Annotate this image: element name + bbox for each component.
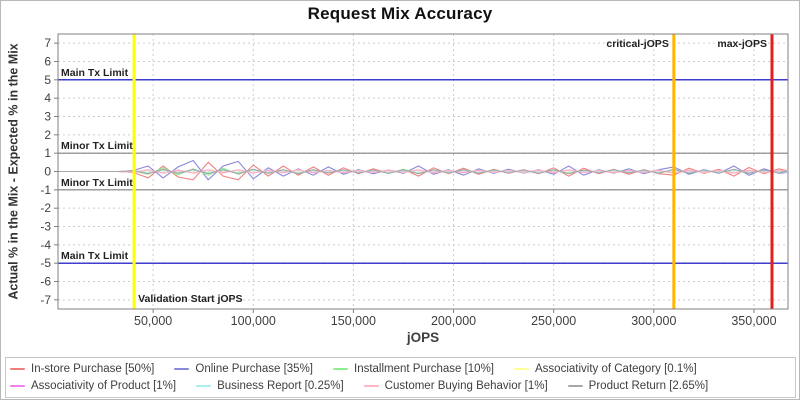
y-tick-label: 7: [44, 36, 51, 50]
series-line-8: [58, 168, 788, 175]
data-series: [58, 159, 788, 181]
legend-item-label: Online Purchase [35%]: [195, 362, 313, 375]
legend-swatch: [567, 385, 583, 388]
event-label: Validation Start jOPS: [138, 293, 242, 305]
threshold-lines: [58, 79, 788, 264]
legend-item-label: Associativity of Product [1%]: [31, 380, 177, 393]
legend-item: Associativity of Category [0.1%]: [514, 363, 697, 375]
legend-swatch: [363, 385, 379, 388]
y-tick-label: -6: [40, 275, 51, 289]
x-axis-title: jOPS: [406, 330, 439, 345]
legend-row-1: In-store Purchase [50%] Online Purchase […: [10, 360, 791, 378]
legend-swatch: [196, 385, 212, 388]
threshold-label: Minor Tx Limit: [61, 140, 133, 152]
legend-swatch: [10, 385, 25, 388]
x-tick-label: 200,000: [431, 314, 476, 328]
x-tick-label: 100,000: [231, 314, 276, 328]
event-label: critical-jOPS: [606, 38, 668, 50]
chart-title: Request Mix Accuracy: [307, 4, 493, 23]
legend-item-label: Associativity of Category [0.1%]: [535, 362, 697, 375]
legend-item: Installment Purchase [10%]: [333, 363, 494, 375]
legend-item-label: Installment Purchase [10%]: [354, 362, 494, 375]
y-tick-label: 2: [44, 128, 51, 142]
legend-item-label: Customer Buying Behavior [1%]: [384, 380, 548, 393]
x-tick-label: 300,000: [631, 314, 676, 328]
y-tick-label: 4: [44, 91, 51, 105]
axis-ticks: 50,000 100,000 150,000 200,000 250,000 300,00…: [40, 36, 776, 328]
y-tick-label: -1: [40, 183, 51, 197]
legend-item-label: Product Return [2.65%]: [588, 380, 709, 393]
threshold-label: Main Tx Limit: [61, 250, 129, 262]
legend-item-label: Business Report [0.25%]: [217, 380, 344, 393]
legend-item: Customer Buying Behavior [1%]: [363, 380, 548, 393]
chart-legend: In-store Purchase [50%] Online Purchase […: [5, 357, 796, 398]
threshold-label: Main Tx Limit: [61, 67, 129, 79]
series-line-2: [58, 159, 788, 181]
event-lines: [132, 34, 774, 309]
y-tick-label: -5: [40, 256, 51, 270]
y-tick-label: -3: [40, 220, 51, 234]
y-tick-label: 3: [44, 110, 51, 124]
legend-swatch: [174, 367, 190, 370]
chart-canvas: 50,000 100,000 150,000 200,000 250,000 300,00…: [40, 33, 789, 345]
legend-item: Online Purchase [35%]: [174, 363, 313, 375]
legend-item-label: In-store Purchase [50%]: [31, 362, 155, 375]
legend-row-2: Associativity of Product [1%] Business Re…: [10, 378, 791, 396]
y-tick-label: -4: [40, 238, 51, 252]
y-tick-label: -7: [40, 293, 51, 307]
y-tick-label: 0: [44, 165, 51, 179]
legend-swatch: [10, 367, 25, 370]
x-tick-label: 350,000: [731, 314, 776, 328]
y-tick-label: 5: [44, 73, 51, 87]
x-tick-label: 150,000: [331, 314, 376, 328]
y-tick-label: -2: [40, 201, 51, 215]
threshold-label: Minor Tx Limit: [61, 177, 133, 189]
legend-swatch: [333, 367, 348, 370]
legend-swatch: [514, 367, 529, 370]
marker-annotations: Main Tx Limit Minor Tx Limit Minor Tx Limi…: [61, 38, 767, 305]
legend-item: Business Report [0.25%]: [196, 380, 344, 392]
x-tick-label: 50,000: [134, 314, 172, 328]
legend-item: Associativity of Product [1%]: [10, 380, 176, 392]
y-tick-label: 6: [44, 55, 51, 69]
legend-item: In-store Purchase [50%]: [10, 363, 154, 375]
legend-item: Product Return [2.65%]: [567, 380, 709, 393]
event-label: max-jOPS: [717, 38, 767, 50]
x-tick-label: 250,000: [531, 314, 576, 328]
y-tick-label: 1: [44, 146, 51, 160]
